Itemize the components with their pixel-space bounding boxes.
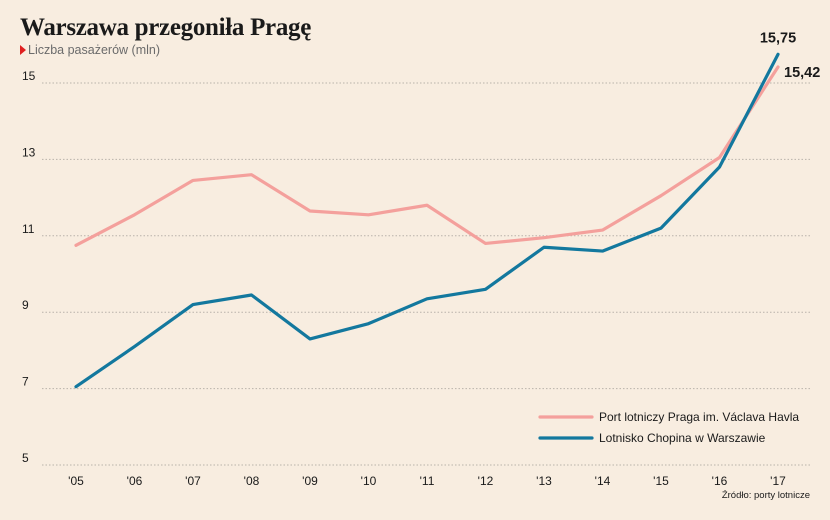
y-tick-label: 15 bbox=[22, 69, 36, 83]
red-triangle-marker-icon bbox=[20, 45, 26, 55]
x-tick-label: '16 bbox=[712, 474, 728, 488]
x-tick-label: '10 bbox=[361, 474, 377, 488]
series-line-praga bbox=[74, 65, 780, 247]
y-tick-label: 13 bbox=[22, 145, 36, 159]
source-note: Źródło: porty lotnicze bbox=[721, 490, 810, 501]
x-tick-label: '07 bbox=[185, 474, 201, 488]
x-tick-label: '06 bbox=[127, 474, 143, 488]
legend-label-warszawa: Lotnisko Chopina w Warszawie bbox=[599, 431, 766, 445]
y-tick-label: 7 bbox=[22, 375, 29, 389]
x-tick-label: '09 bbox=[302, 474, 318, 488]
series-line-warszawa bbox=[74, 52, 780, 389]
x-tick-label: '12 bbox=[478, 474, 494, 488]
x-tick-label: '13 bbox=[536, 474, 552, 488]
x-tick-label: '05 bbox=[68, 474, 84, 488]
chart-subtitle: Liczba pasażerów (mln) bbox=[20, 43, 160, 57]
y-tick-label: 9 bbox=[22, 298, 29, 312]
x-tick-label: '17 bbox=[770, 474, 786, 488]
x-tick-label: '08 bbox=[244, 474, 260, 488]
y-tick-label: 5 bbox=[22, 451, 29, 465]
end-value-label-warszawa: 15,75 bbox=[760, 30, 796, 46]
x-tick-label: '15 bbox=[653, 474, 669, 488]
x-tick-label: '14 bbox=[595, 474, 611, 488]
end-value-label-praga: 15,42 bbox=[784, 65, 820, 81]
subtitle-text: Liczba pasażerów (mln) bbox=[28, 43, 160, 57]
chart-title: Warszawa przegoniła Pragę bbox=[20, 14, 312, 41]
y-tick-label: 11 bbox=[22, 222, 35, 236]
legend-label-praga: Port lotniczy Praga im. Václava Havla bbox=[599, 410, 799, 424]
x-tick-label: '11 bbox=[420, 474, 435, 488]
